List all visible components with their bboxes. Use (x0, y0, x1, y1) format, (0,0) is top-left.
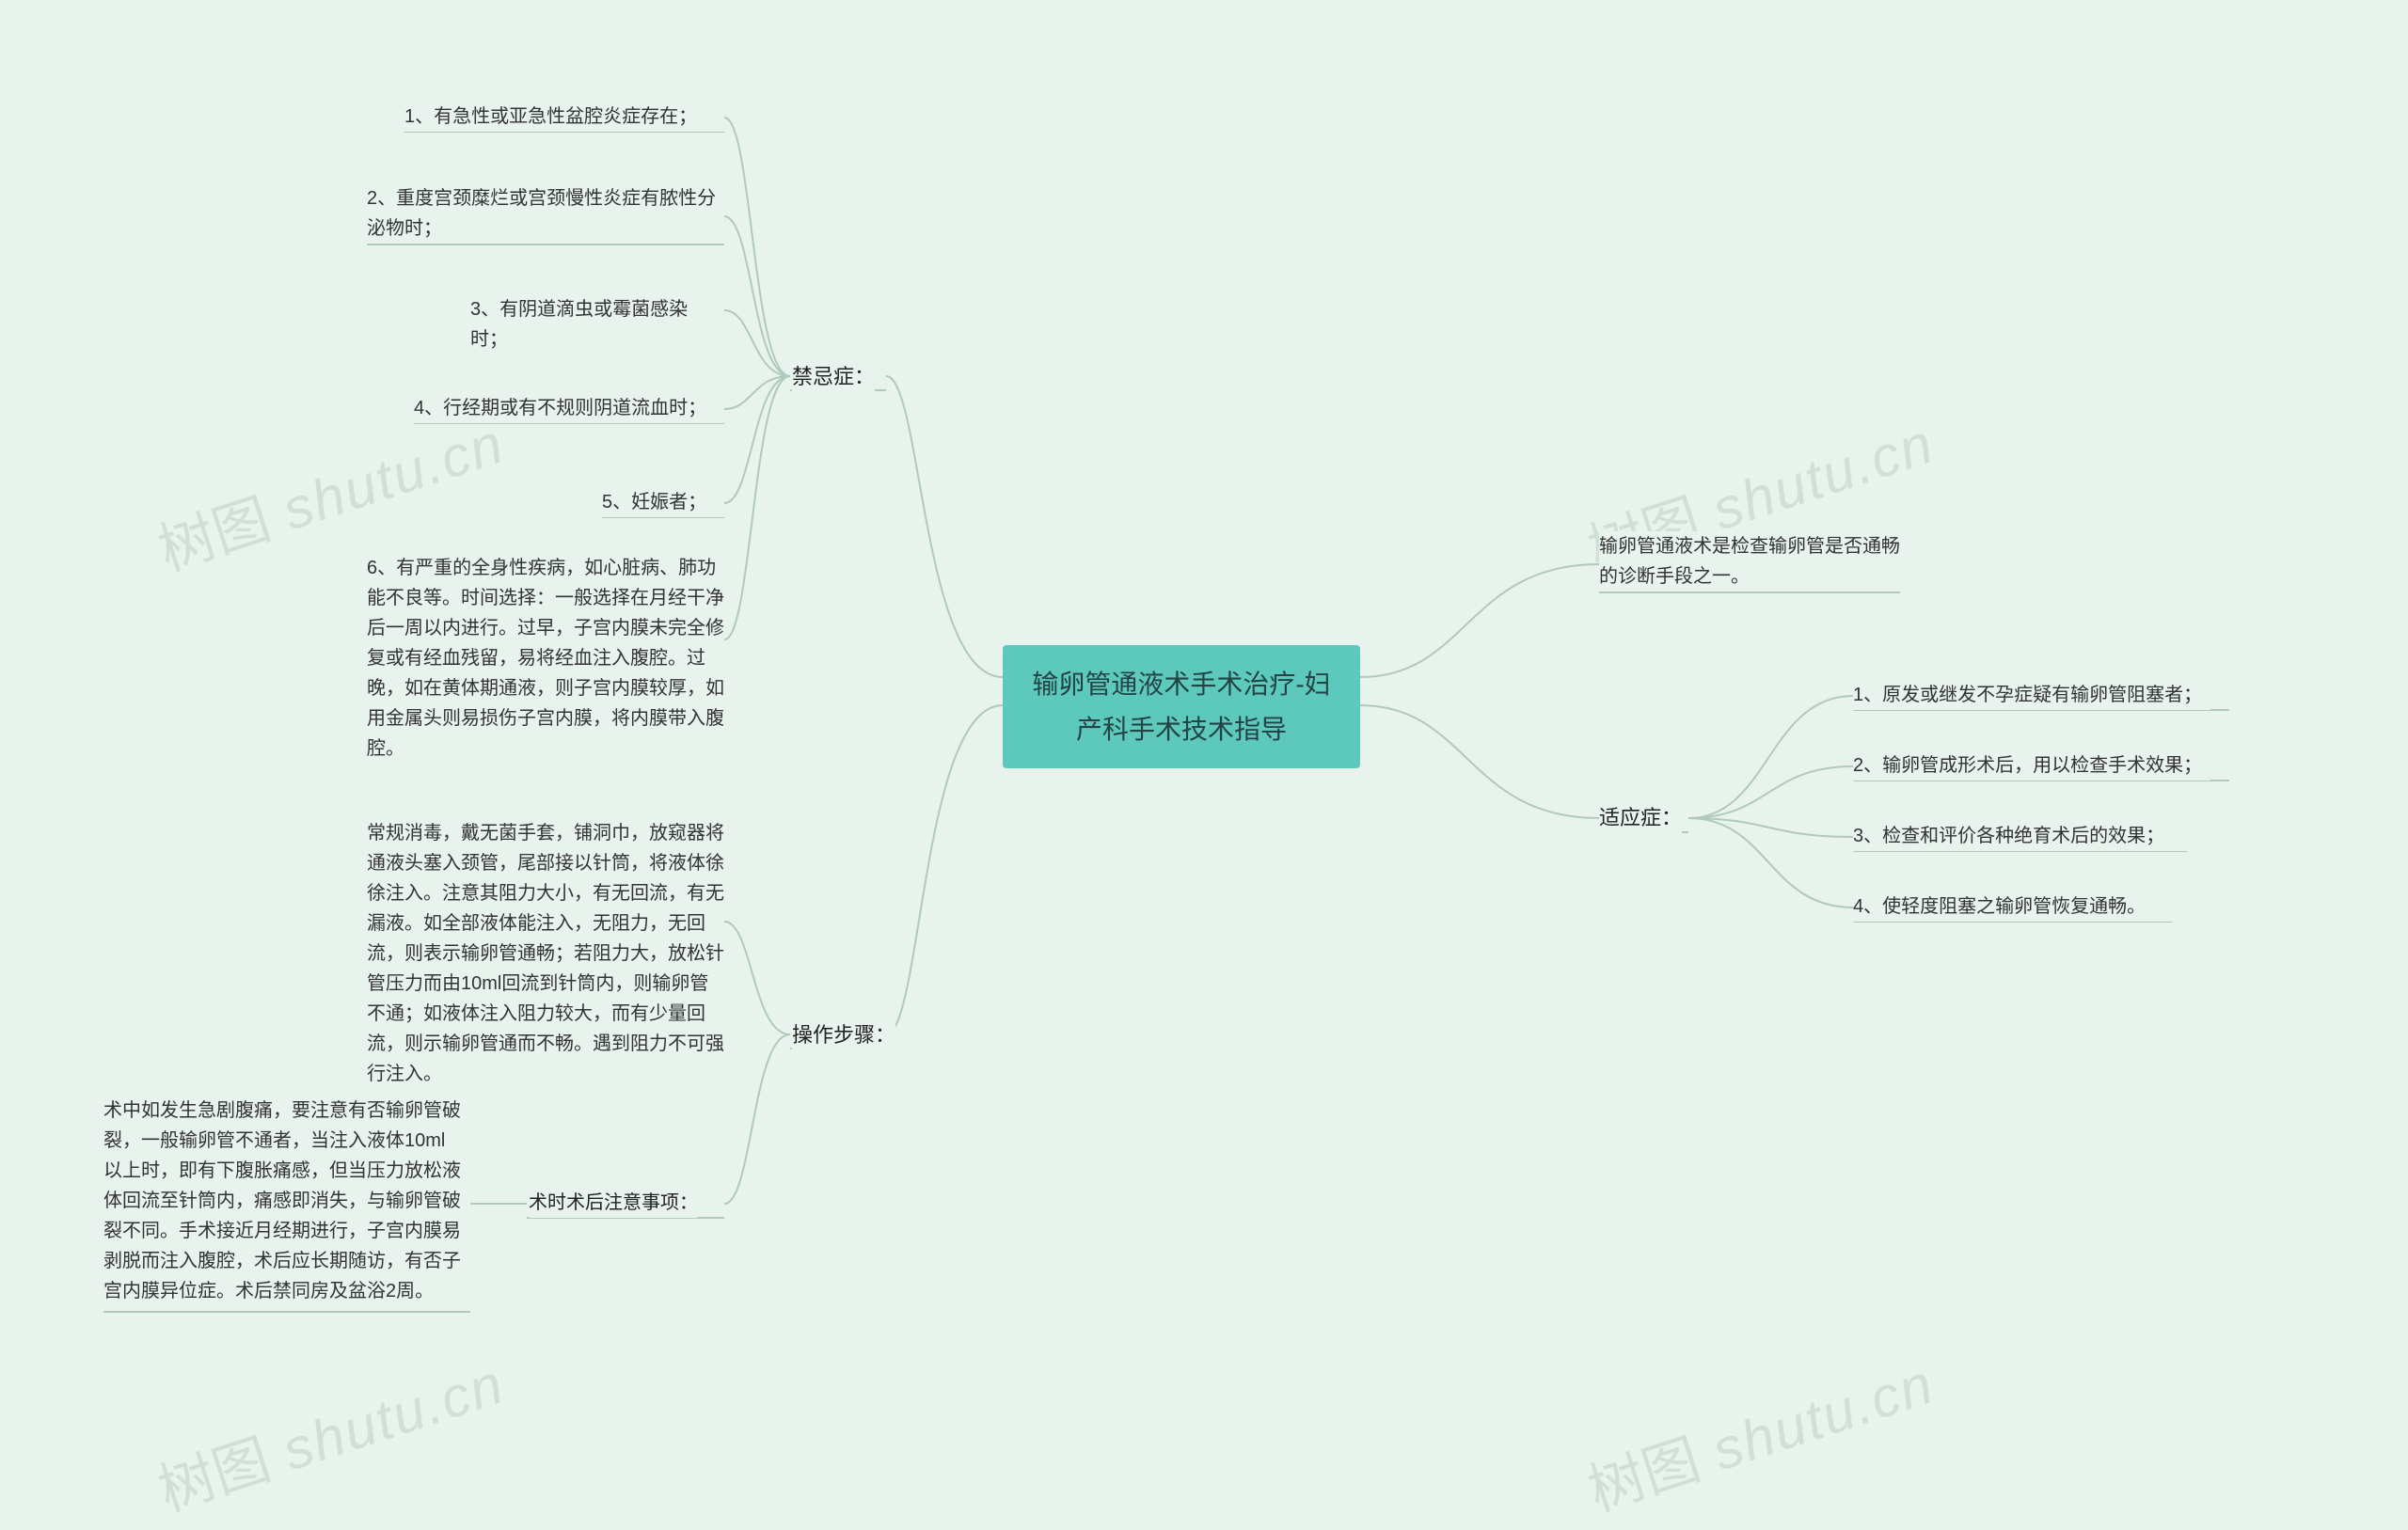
contra-item-5: 5、妊娠者； (602, 487, 724, 517)
indication-item-2: 2、输卵管成形术后，用以检查手术效果； (1853, 750, 2210, 781)
contra-item-1: 1、有急性或亚急性盆腔炎症存在； (404, 102, 724, 132)
contra-item-6: 6、有严重的全身性疾病，如心脏病、肺功能不良等。时间选择：一般选择在月经干净后一… (367, 553, 724, 764)
indication-item-4: 4、使轻度阻塞之输卵管恢复通畅。 (1853, 891, 2210, 922)
center-line2: 产科手术技术指导 (1029, 707, 1334, 752)
center-topic: 输卵管通液术手术治疗-妇 产科手术技术指导 (1003, 645, 1360, 768)
watermark: 树图 shutu.cn (147, 1338, 514, 1527)
center-line1: 输卵管通液术手术治疗-妇 (1029, 662, 1334, 707)
notes-text: 术中如发生急剧腹痛，要注意有否输卵管破裂，一般输卵管不通者，当注入液体10ml以… (103, 1096, 461, 1306)
contra-item-3: 3、有阴道滴虫或霉菌感染时； (470, 294, 724, 355)
branch-steps: 操作步骤： (792, 1018, 895, 1051)
branch-contraindications: 禁忌症： (792, 360, 875, 393)
branch-notes: 术时术后注意事项： (529, 1188, 698, 1218)
indication-item-1: 1、原发或继发不孕症疑有输卵管阻塞者； (1853, 680, 2210, 710)
contra-item-4: 4、行经期或有不规则阴道流血时； (414, 393, 724, 423)
contra-item-2: 2、重度宫颈糜烂或宫颈慢性炎症有脓性分泌物时； (367, 183, 724, 244)
branch-indications: 适应症： (1599, 801, 1682, 834)
watermark: 树图 shutu.cn (1576, 1338, 1943, 1527)
indication-item-3: 3、检查和评价各种绝育术后的效果； (1853, 821, 2210, 851)
steps-text: 常规消毒，戴无菌手套，铺洞巾，放窥器将通液头塞入颈管，尾部接以针筒，将液体徐徐注… (367, 818, 724, 1089)
definition-text: 输卵管通液术是检查输卵管是否通畅的诊断手段之一。 (1599, 531, 1909, 591)
